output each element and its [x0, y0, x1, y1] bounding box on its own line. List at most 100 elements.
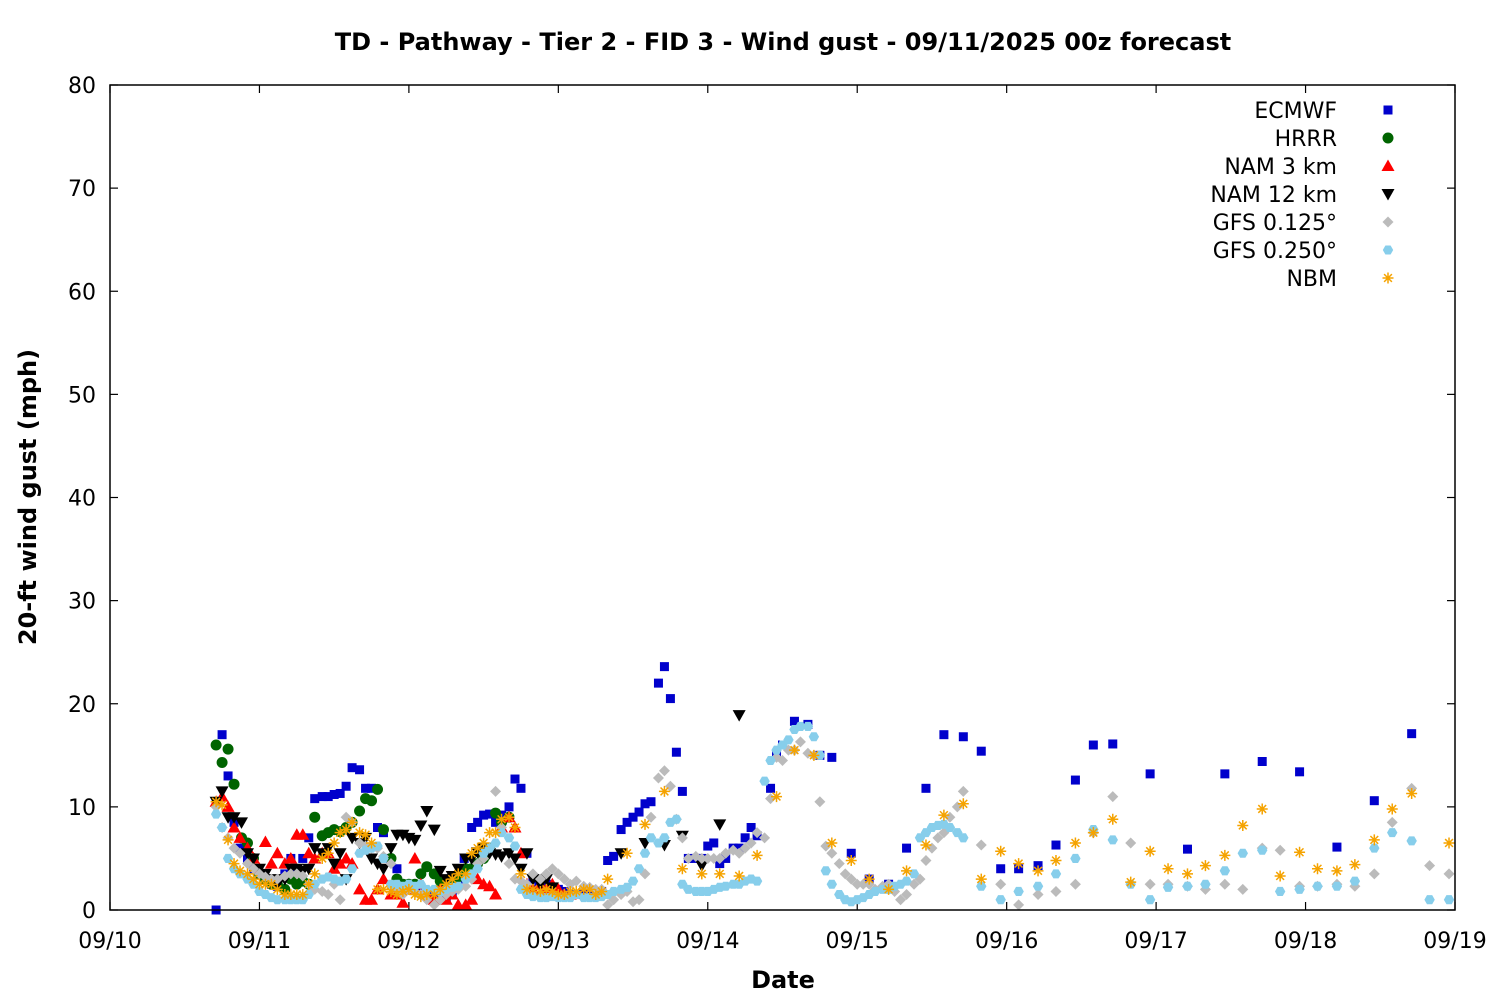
y-tick-label: 50	[68, 383, 96, 408]
data-point-gfs-0-125	[1032, 889, 1044, 901]
data-point-nbm	[241, 868, 253, 880]
data-point-nam-12-km	[396, 829, 410, 842]
data-point-gfs-0-250	[527, 892, 539, 902]
data-point-nbm	[696, 868, 708, 880]
data-point-nbm	[1349, 859, 1361, 871]
data-point-gfs-0-250	[808, 732, 820, 742]
data-point-nbm	[995, 845, 1007, 857]
data-point-nbm	[658, 785, 670, 797]
data-point-ecmwf	[1257, 757, 1267, 766]
data-point-gfs-0-125	[460, 880, 472, 892]
data-point-nbm	[527, 883, 539, 895]
data-point-gfs-0-250	[908, 869, 920, 879]
data-point-nbm	[1199, 860, 1211, 872]
data-point-nbm	[975, 873, 987, 885]
data-point-nam-12-km	[345, 832, 359, 845]
data-point-nbm	[1386, 803, 1398, 815]
data-point-nam-3-km	[483, 879, 497, 892]
data-point-gfs-0-250	[639, 848, 651, 858]
data-point-ecmwf	[709, 838, 719, 848]
data-point-gfs-0-125	[814, 796, 826, 808]
data-point-gfs-0-250	[621, 882, 633, 892]
data-point-nbm	[751, 849, 763, 861]
data-point-nam-12-km	[508, 853, 522, 865]
data-point-gfs-0-250	[1424, 895, 1435, 905]
data-point-nbm	[771, 791, 783, 803]
data-point-gfs-0-250	[826, 879, 838, 889]
plot-frame	[109, 84, 1456, 911]
data-point-nbm	[496, 813, 508, 825]
data-point-ecmwf	[976, 746, 986, 756]
data-point-nbm	[265, 878, 277, 890]
data-point-ecmwf	[467, 823, 477, 832]
data-point-ecmwf	[1332, 842, 1342, 852]
data-point-nbm	[210, 796, 222, 808]
data-point-ecmwf	[603, 856, 613, 865]
data-point-nam-3-km	[396, 896, 410, 908]
legend-label: NAM 12 km	[1210, 183, 1337, 208]
data-point-hrrr	[228, 778, 240, 790]
data-point-gfs-0-125	[845, 873, 857, 885]
data-point-ecmwf	[510, 774, 520, 784]
y-tick-label: 40	[68, 487, 96, 512]
data-point-gfs-0-125	[645, 811, 657, 823]
data-point-ecmwf	[921, 783, 931, 793]
data-point-ecmwf	[665, 694, 675, 704]
data-point-nbm	[247, 873, 259, 885]
data-point-nam-3-km	[308, 851, 322, 864]
data-point-nbm	[920, 839, 932, 851]
data-point-gfs-0-125	[1424, 860, 1436, 872]
data-point-gfs-0-125	[385, 858, 397, 870]
data-point-ecmwf	[473, 817, 483, 827]
data-point-nbm	[397, 885, 409, 897]
data-point-nam-3-km	[227, 821, 241, 833]
data-point-nam-12-km	[495, 851, 509, 863]
data-point-nbm	[546, 885, 558, 897]
legend-label: HRRR	[1275, 127, 1337, 152]
data-point-gfs-0-125	[851, 878, 863, 890]
data-point-ecmwf	[653, 678, 663, 688]
data-point-nbm	[733, 870, 745, 882]
data-point-nam-3-km	[376, 872, 390, 885]
data-point-hrrr	[210, 739, 222, 751]
data-point-ecmwf	[766, 783, 776, 793]
data-point-gfs-0-250	[1274, 886, 1286, 896]
data-point-gfs-0-125	[1443, 868, 1455, 880]
data-point-nbm	[1050, 855, 1062, 866]
data-point-gfs-0-250	[1070, 853, 1081, 863]
data-point-nbm	[234, 865, 246, 877]
data-point-ecmwf	[479, 810, 489, 820]
data-point-gfs-0-125	[696, 852, 708, 864]
data-point-nbm	[303, 878, 315, 890]
data-point-gfs-0-125	[503, 858, 515, 870]
data-point-ecmwf	[491, 817, 501, 827]
data-point-ecmwf	[1295, 767, 1305, 777]
y-tick-label: 30	[68, 590, 96, 615]
data-point-gfs-0-250	[453, 881, 464, 891]
data-point-nam-12-km	[408, 834, 422, 847]
x-tick-label: 09/11	[228, 929, 291, 954]
data-point-nam-12-km	[227, 812, 241, 824]
data-point-ecmwf	[217, 730, 227, 740]
data-point-ecmwf	[616, 825, 626, 835]
data-point-gfs-0-125	[652, 772, 664, 784]
data-point-ecmwf	[1407, 729, 1417, 739]
data-point-gfs-0-125	[633, 894, 645, 906]
data-point-gfs-0-125	[490, 785, 502, 797]
data-point-gfs-0-250	[1050, 869, 1062, 879]
y-axis-label: 20-ft wind gust (mph)	[14, 349, 42, 645]
data-point-gfs-0-125	[708, 852, 720, 864]
data-point-gfs-0-250	[901, 876, 912, 886]
data-point-gfs-0-125	[297, 870, 309, 882]
data-point-gfs-0-250	[346, 864, 358, 874]
data-point-nbm	[1443, 837, 1455, 849]
data-point-nam-3-km	[258, 835, 272, 847]
data-point-ecmwf	[367, 783, 377, 793]
data-point-nam-12-km	[333, 848, 347, 860]
data-point-gfs-0-125	[932, 832, 944, 844]
data-point-gfs-0-125	[1050, 885, 1062, 897]
data-point-nam-12-km	[235, 817, 249, 829]
data-point-gfs-0-125	[1013, 899, 1025, 911]
data-point-nbm	[957, 798, 969, 810]
data-point-hrrr	[366, 795, 378, 807]
